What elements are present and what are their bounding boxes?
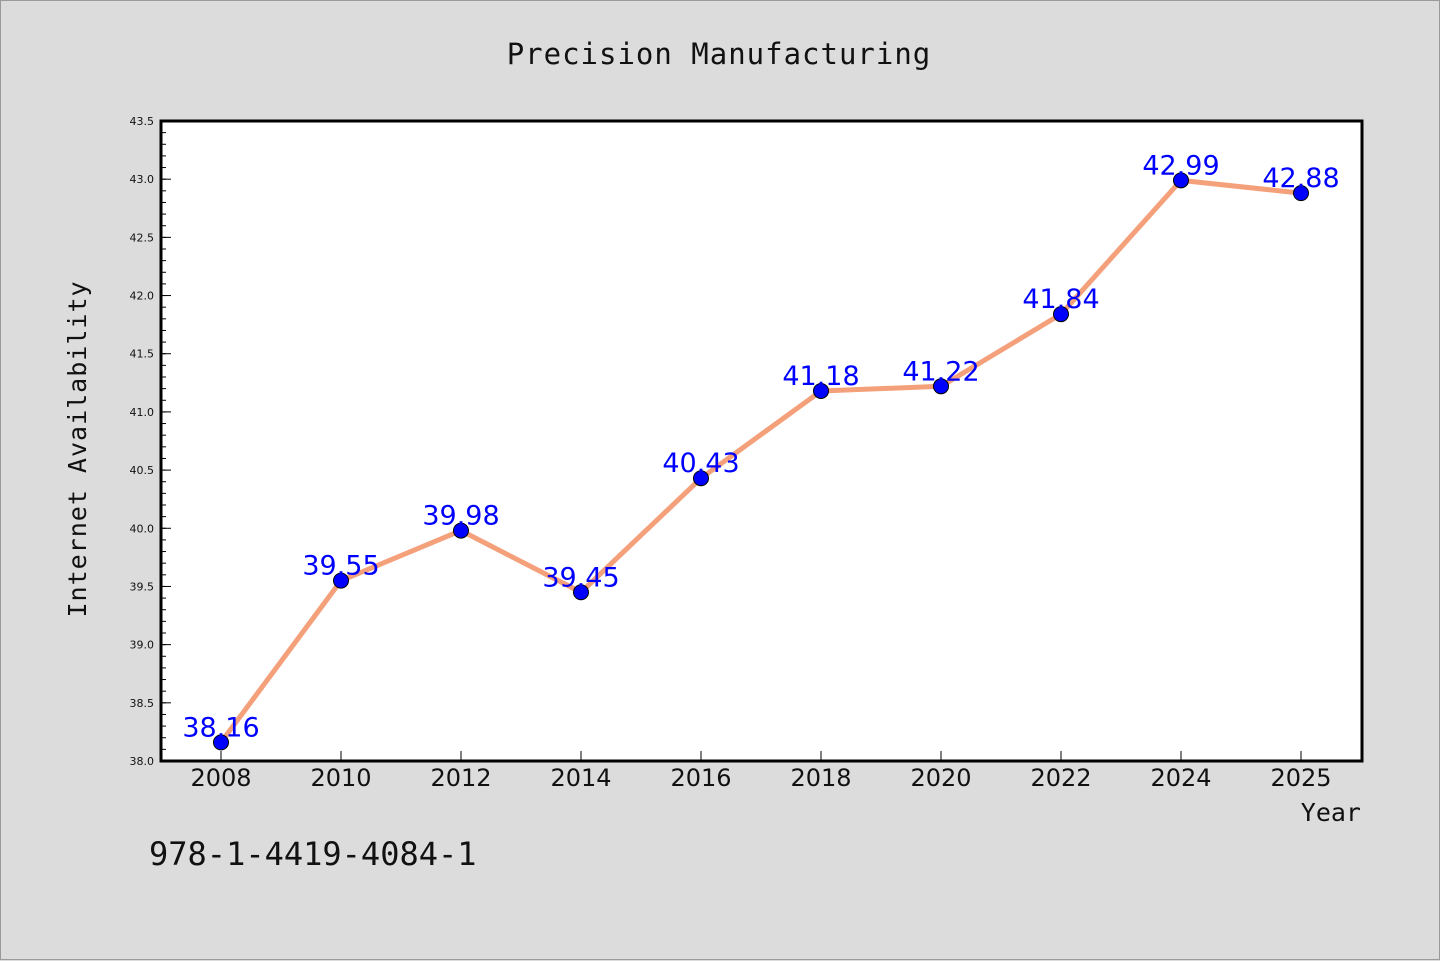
x-tick-label: 2008	[190, 764, 251, 792]
y-tick-label: 42.0	[130, 290, 155, 303]
series-layer	[213, 172, 1309, 751]
data-point	[333, 572, 349, 589]
data-point	[933, 378, 949, 395]
data-point	[573, 584, 589, 601]
x-tick-label: 2022	[1030, 764, 1091, 792]
data-label: 38.16	[182, 712, 259, 743]
data-point	[1293, 185, 1309, 202]
y-tick-label: 43.0	[130, 173, 155, 186]
y-tick-label: 39.0	[130, 639, 155, 652]
y-tick-label: 43.5	[130, 115, 155, 128]
y-tick-label: 42.5	[130, 231, 155, 244]
data-label: 39.98	[422, 501, 499, 532]
data-point	[213, 734, 229, 751]
y-tick-label: 38.5	[130, 697, 155, 710]
x-tick-label: 2018	[790, 764, 851, 792]
x-tick-label: 2016	[670, 764, 731, 792]
y-tick-label: 40.5	[130, 464, 155, 477]
y-tick-label: 41.5	[130, 348, 155, 361]
data-label: 42.88	[1262, 163, 1339, 194]
x-tick-label: 2024	[1150, 764, 1211, 792]
x-tick-label: 2014	[550, 764, 611, 792]
series-line	[218, 177, 1304, 745]
data-point	[813, 382, 829, 399]
data-label: 41.22	[902, 356, 979, 387]
data-point	[453, 522, 469, 539]
y-tick-label: 38.0	[130, 755, 155, 768]
data-point	[693, 470, 709, 487]
data-label: 42.99	[1142, 150, 1219, 181]
x-tick-label: 2010	[310, 764, 371, 792]
y-tick-label: 40.0	[130, 522, 155, 535]
y-axis-label: Internet Availability	[63, 280, 92, 617]
x-tick-label: 2025	[1270, 764, 1331, 792]
data-labels-layer: 38.16 39.55 39.98 39.45 40.43 41.18 41.22 41.84…	[182, 150, 1339, 743]
isbn-annotation: 978-1-4419-4084-1	[149, 835, 477, 873]
y-axis-ticks: 38.0 38.5 39.0 39.5 40.0 40.5 41.0 41.5 42.0 42.5…	[130, 115, 171, 768]
chart-title: Precision Manufacturing	[507, 37, 932, 71]
data-label: 41.84	[1022, 284, 1099, 315]
data-point	[1053, 306, 1069, 323]
x-axis-ticks: 2008 2010 2012 2014 2016 2018 2020 2022 2024 2025	[190, 751, 1332, 792]
data-point	[1173, 172, 1189, 189]
y-tick-label: 39.5	[130, 580, 155, 593]
data-label: 39.45	[542, 562, 619, 593]
data-label: 41.18	[782, 361, 859, 392]
x-tick-label: 2012	[430, 764, 491, 792]
data-label: 40.43	[662, 448, 739, 479]
plot-area	[159, 119, 1364, 763]
x-tick-label: 2020	[910, 764, 971, 792]
data-label: 39.55	[302, 551, 379, 582]
x-axis-label: Year	[1301, 798, 1361, 827]
y-tick-label: 41.0	[130, 406, 155, 419]
